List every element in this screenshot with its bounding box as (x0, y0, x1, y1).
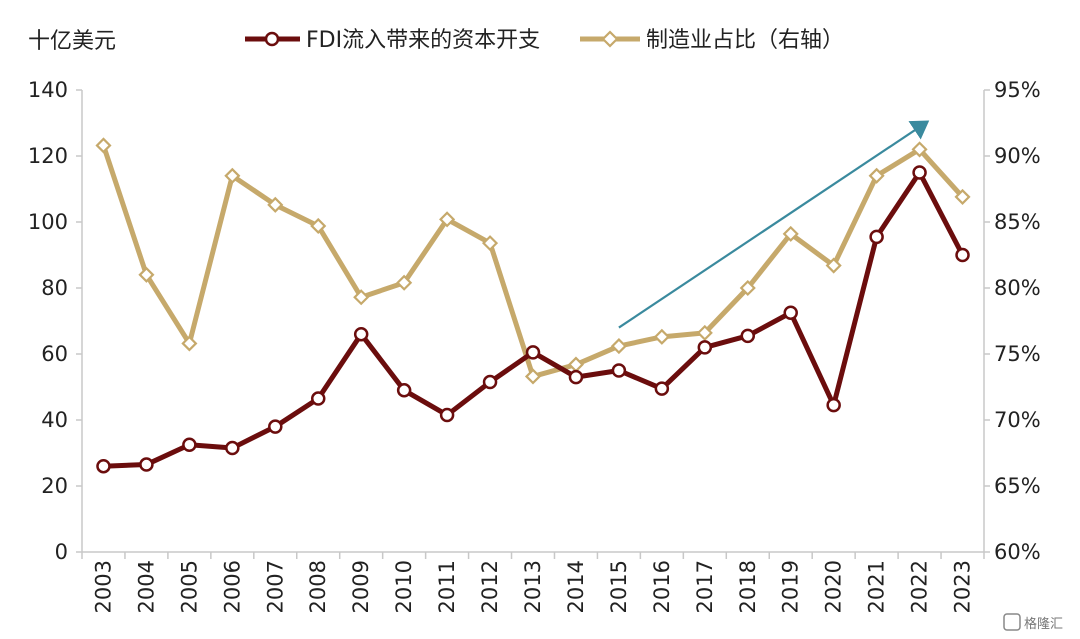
x-tick-label: 2019 (779, 560, 803, 613)
x-tick-label: 2009 (349, 560, 373, 613)
x-tick-label: 2008 (306, 560, 330, 613)
y-left-tick-label: 120 (28, 144, 68, 168)
y-right-tick-label: 70% (994, 408, 1041, 432)
data-point-fdi (139, 457, 154, 472)
data-point-fdi (568, 369, 584, 385)
data-point-fdi (783, 305, 798, 320)
y-left-tick-label: 140 (28, 78, 68, 102)
data-point-manufacturing (310, 217, 327, 235)
y-right-tick-label: 75% (994, 342, 1041, 366)
y-right-tick-label: 65% (994, 474, 1041, 498)
x-tick-label: 2012 (478, 560, 502, 613)
x-tick-label: 2022 (908, 560, 932, 613)
watermark-logo-icon (1003, 613, 1021, 631)
data-point-fdi (826, 397, 841, 413)
x-tick-label: 2004 (134, 560, 158, 613)
data-point-fdi (697, 340, 713, 355)
data-point-fdi (869, 229, 884, 245)
y-left-tick-label: 40 (41, 408, 68, 432)
data-point-manufacturing (181, 335, 198, 352)
data-point-manufacturing (224, 167, 241, 184)
x-tick-label: 2003 (91, 560, 115, 613)
data-point-manufacturing (868, 167, 885, 184)
legend-label-fdi: FDI流入带来的资本开支 (306, 28, 540, 53)
data-point-fdi (740, 328, 756, 344)
watermark: 格隆汇 (1003, 613, 1063, 632)
legend-item-fdi: FDI流入带来的资本开支 (245, 28, 540, 53)
data-point-fdi (611, 363, 627, 378)
y-left-tick-label: 0 (55, 540, 68, 564)
data-point-fdi (268, 419, 283, 434)
legend-item-manufacturing: 制造业占比（右轴） (580, 28, 844, 53)
legend-marker-fdi (264, 31, 280, 47)
data-point-manufacturing (524, 368, 542, 385)
data-point-manufacturing (739, 279, 756, 297)
data-point-manufacturing (782, 225, 799, 242)
y-left-ticks: 0 20 40 60 80 100 120 140 (28, 78, 82, 564)
data-point-fdi (654, 381, 670, 396)
series-fdi (96, 165, 970, 474)
data-point-manufacturing (138, 266, 155, 283)
data-point-manufacturing (95, 137, 112, 154)
data-point-manufacturing (954, 188, 971, 205)
data-point-fdi (482, 374, 498, 390)
y-left-tick-label: 20 (41, 474, 68, 498)
y-right-ticks: 60% 65% 70% 75% 80% 85% 90% 95% (984, 78, 1041, 564)
data-point-manufacturing (396, 274, 413, 291)
data-point-manufacturing (481, 235, 499, 252)
x-ticks: 2003 2004 2005 2006 2007 2008 2009 2010 2011 2012… (81, 552, 985, 613)
legend-marker-manufacturing (601, 30, 619, 48)
data-point-manufacturing (439, 211, 456, 228)
data-point-fdi (396, 383, 412, 398)
data-point-fdi (353, 326, 369, 342)
data-point-manufacturing (825, 257, 842, 274)
data-point-fdi (439, 407, 455, 423)
y-left-unit-label: 十亿美元 (28, 29, 116, 54)
x-tick-label: 2015 (607, 560, 631, 613)
y-right-tick-label: 80% (994, 276, 1041, 300)
x-tick-label: 2005 (177, 560, 201, 613)
data-point-fdi (525, 345, 541, 360)
data-point-manufacturing (696, 324, 713, 341)
legend-label-manufacturing: 制造业占比（右轴） (646, 28, 844, 53)
y-right-tick-label: 90% (994, 144, 1041, 168)
y-right-tick-label: 85% (994, 210, 1041, 234)
x-tick-label: 2014 (564, 560, 588, 613)
data-point-manufacturing (653, 328, 670, 345)
y-left-tick-label: 80 (41, 276, 68, 300)
trend-arrow (618, 120, 930, 329)
data-point-fdi (912, 165, 927, 180)
x-tick-label: 2018 (736, 560, 760, 613)
y-left-tick-label: 60 (41, 342, 68, 366)
x-tick-label: 2023 (951, 560, 975, 613)
data-point-manufacturing (911, 141, 928, 158)
watermark-text: 格隆汇 (1024, 616, 1063, 632)
data-point-fdi (225, 440, 240, 456)
data-point-manufacturing (353, 289, 370, 306)
x-tick-label: 2020 (822, 560, 846, 613)
data-point-manufacturing (610, 338, 627, 355)
x-tick-label: 2007 (263, 560, 287, 613)
x-tick-label: 2006 (220, 560, 244, 613)
data-point-manufacturing (267, 196, 284, 213)
x-tick-label: 2021 (865, 560, 889, 613)
x-tick-label: 2013 (521, 560, 545, 613)
x-tick-label: 2011 (435, 560, 459, 613)
y-right-tick-label: 60% (994, 540, 1041, 564)
data-point-fdi (182, 437, 197, 452)
data-point-fdi (310, 391, 326, 406)
series-manufacturing (95, 137, 971, 385)
x-tick-label: 2010 (392, 560, 416, 613)
x-tick-label: 2016 (650, 560, 674, 613)
x-tick-label: 2017 (693, 560, 717, 613)
y-left-tick-label: 100 (28, 210, 68, 234)
data-point-fdi (96, 458, 111, 474)
y-right-tick-label: 95% (994, 78, 1041, 102)
legend: FDI流入带来的资本开支 制造业占比（右轴） (245, 28, 844, 53)
data-point-fdi (955, 247, 970, 263)
